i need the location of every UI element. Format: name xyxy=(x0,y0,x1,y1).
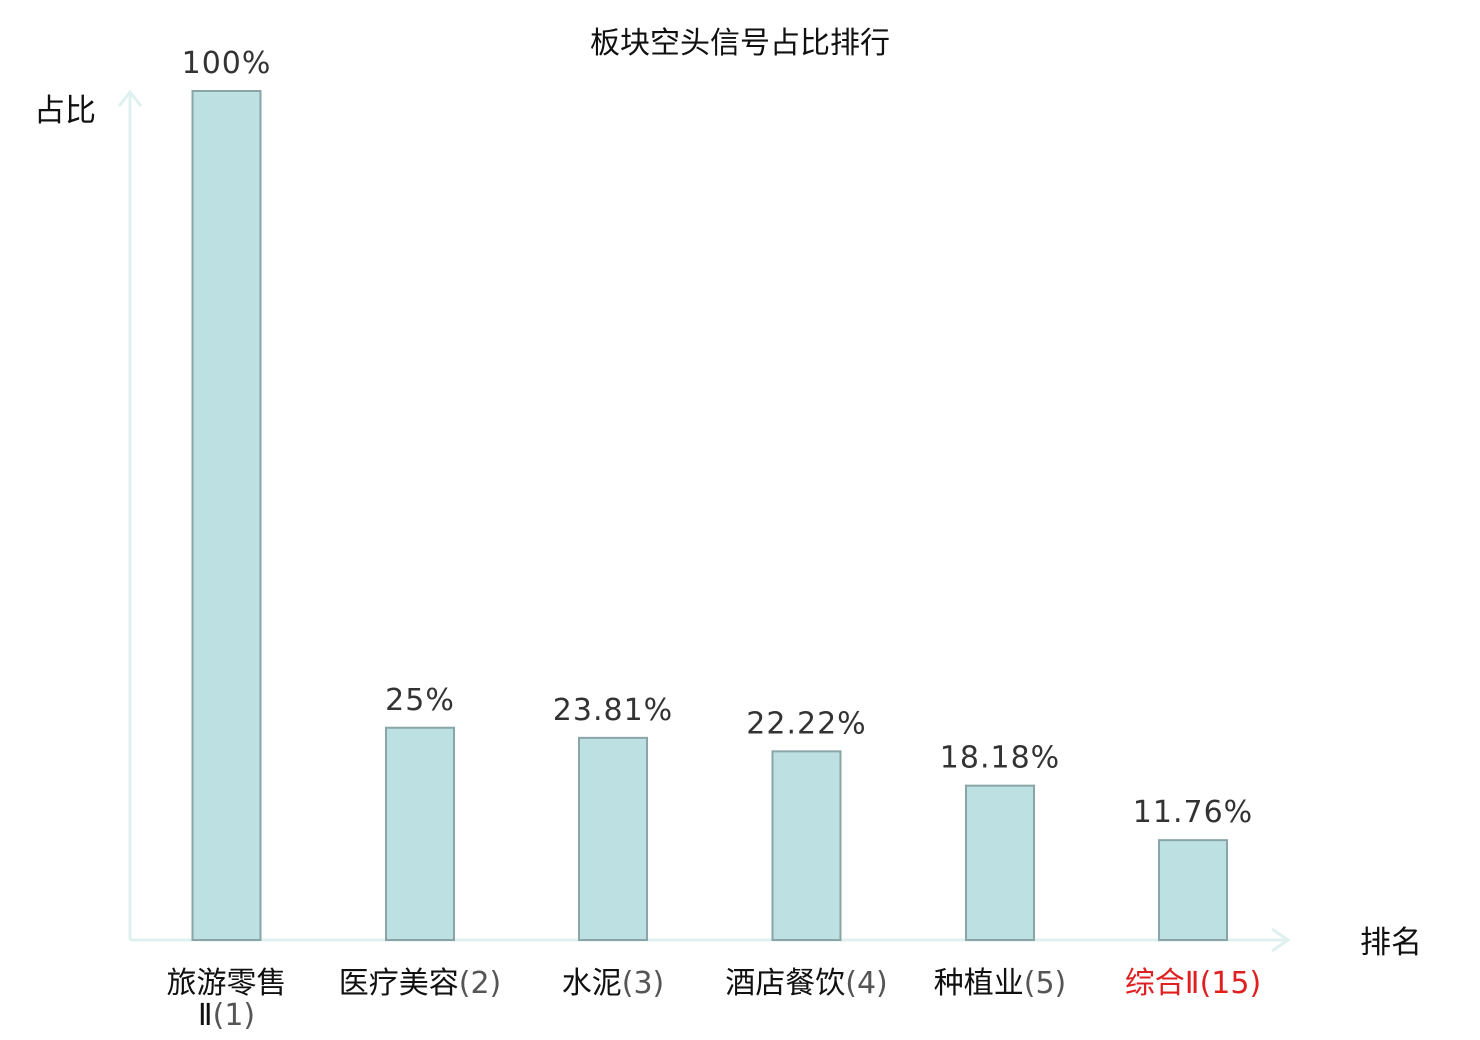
value-labels-group: 100% 25% 23.81% 22.22% 18.18% 11.76% xyxy=(182,46,1253,830)
bar-2 xyxy=(385,726,455,941)
bar-3 xyxy=(578,736,648,941)
value-label-1: 100% xyxy=(182,46,272,81)
category-label-4: 酒店餐饮(4) xyxy=(725,966,888,1001)
bars-group xyxy=(191,90,1228,941)
category-label-5: 种植业(5) xyxy=(934,966,1067,1001)
category-label-1: 旅游零售 Ⅱ(1) xyxy=(167,966,287,1033)
x-axis xyxy=(130,927,1291,953)
category-labels-group: 旅游零售 Ⅱ(1) 医疗美容(2) 水泥(3) 酒店餐饮(4) 种植业(5) 综合Ⅱ(15) xyxy=(167,966,1262,1033)
bar-6 xyxy=(1158,839,1228,941)
bar-1 xyxy=(191,90,262,941)
category-label-3: 水泥(3) xyxy=(562,966,665,1001)
bar-4 xyxy=(771,750,842,941)
value-label-6: 11.76% xyxy=(1133,795,1253,830)
value-label-4: 22.22% xyxy=(746,706,866,741)
value-label-5: 18.18% xyxy=(940,741,1060,776)
chart-title: 板块空头信号占比排行 xyxy=(590,26,890,61)
y-axis-label: 占比 xyxy=(34,93,96,129)
bar-5 xyxy=(965,784,1035,941)
y-axis xyxy=(117,89,143,940)
value-label-2: 25% xyxy=(385,683,455,718)
category-label-2: 医疗美容(2) xyxy=(339,966,502,1001)
value-label-3: 23.81% xyxy=(553,693,673,728)
category-label-6: 综合Ⅱ(15) xyxy=(1125,966,1261,1001)
x-axis-label: 排名 xyxy=(1360,925,1422,961)
